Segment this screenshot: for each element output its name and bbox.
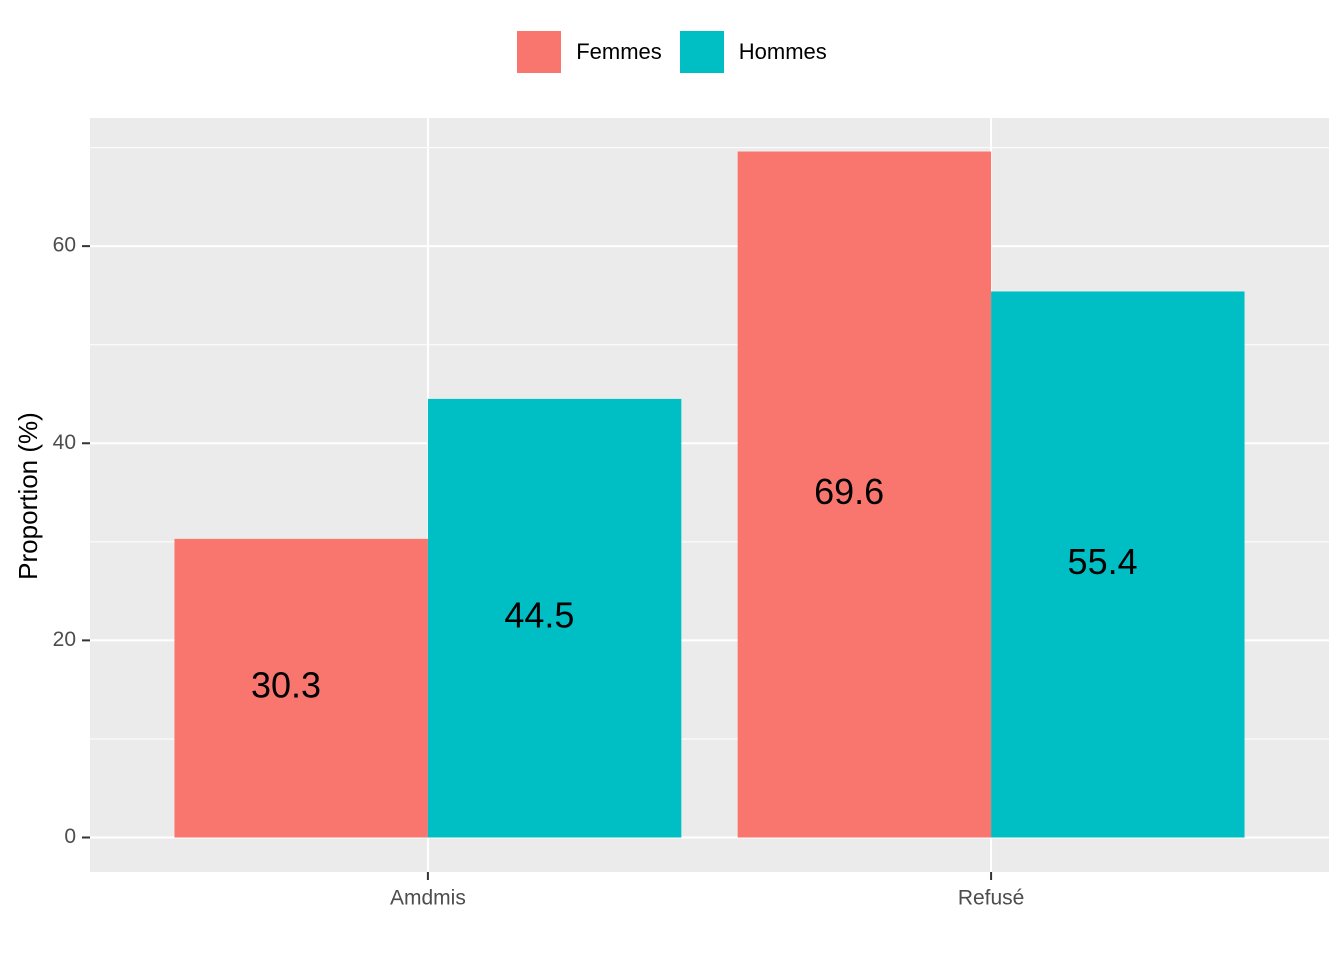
data-label: 69.6 — [814, 471, 884, 512]
legend: Femmes Hommes — [0, 30, 1344, 74]
legend-label-femmes: Femmes — [576, 39, 662, 64]
x-tick-label: Amdmis — [390, 887, 466, 910]
x-axis: Amdmis Refusé — [390, 872, 1024, 910]
legend-item-hommes: Hommes — [679, 31, 827, 73]
y-tick-label: 40 — [53, 431, 76, 454]
y-tick-label: 0 — [64, 825, 76, 848]
x-tick-label: Refusé — [958, 887, 1025, 910]
y-tick-label: 60 — [53, 234, 76, 257]
y-tick-label: 20 — [53, 628, 76, 651]
legend-key-femmes — [517, 31, 562, 73]
data-label: 44.5 — [504, 595, 574, 636]
bar-femmes-2 — [737, 151, 992, 838]
bar-hommes-2 — [991, 291, 1245, 838]
bar-femmes-1 — [174, 538, 428, 838]
data-label: 55.4 — [1068, 541, 1138, 582]
bar-labels: 30.3 69.6 44.5 55.4 — [251, 471, 1138, 706]
y-axis-title: Proportion (%) — [13, 412, 43, 580]
legend-label-hommes: Hommes — [738, 39, 827, 64]
bars — [174, 151, 1245, 838]
legend-key-hommes — [679, 31, 724, 73]
data-label: 30.3 — [251, 665, 321, 706]
y-axis: 0 20 40 60 — [53, 234, 90, 848]
legend-item-femmes: Femmes — [517, 31, 662, 73]
bar-hommes-1 — [427, 398, 682, 838]
